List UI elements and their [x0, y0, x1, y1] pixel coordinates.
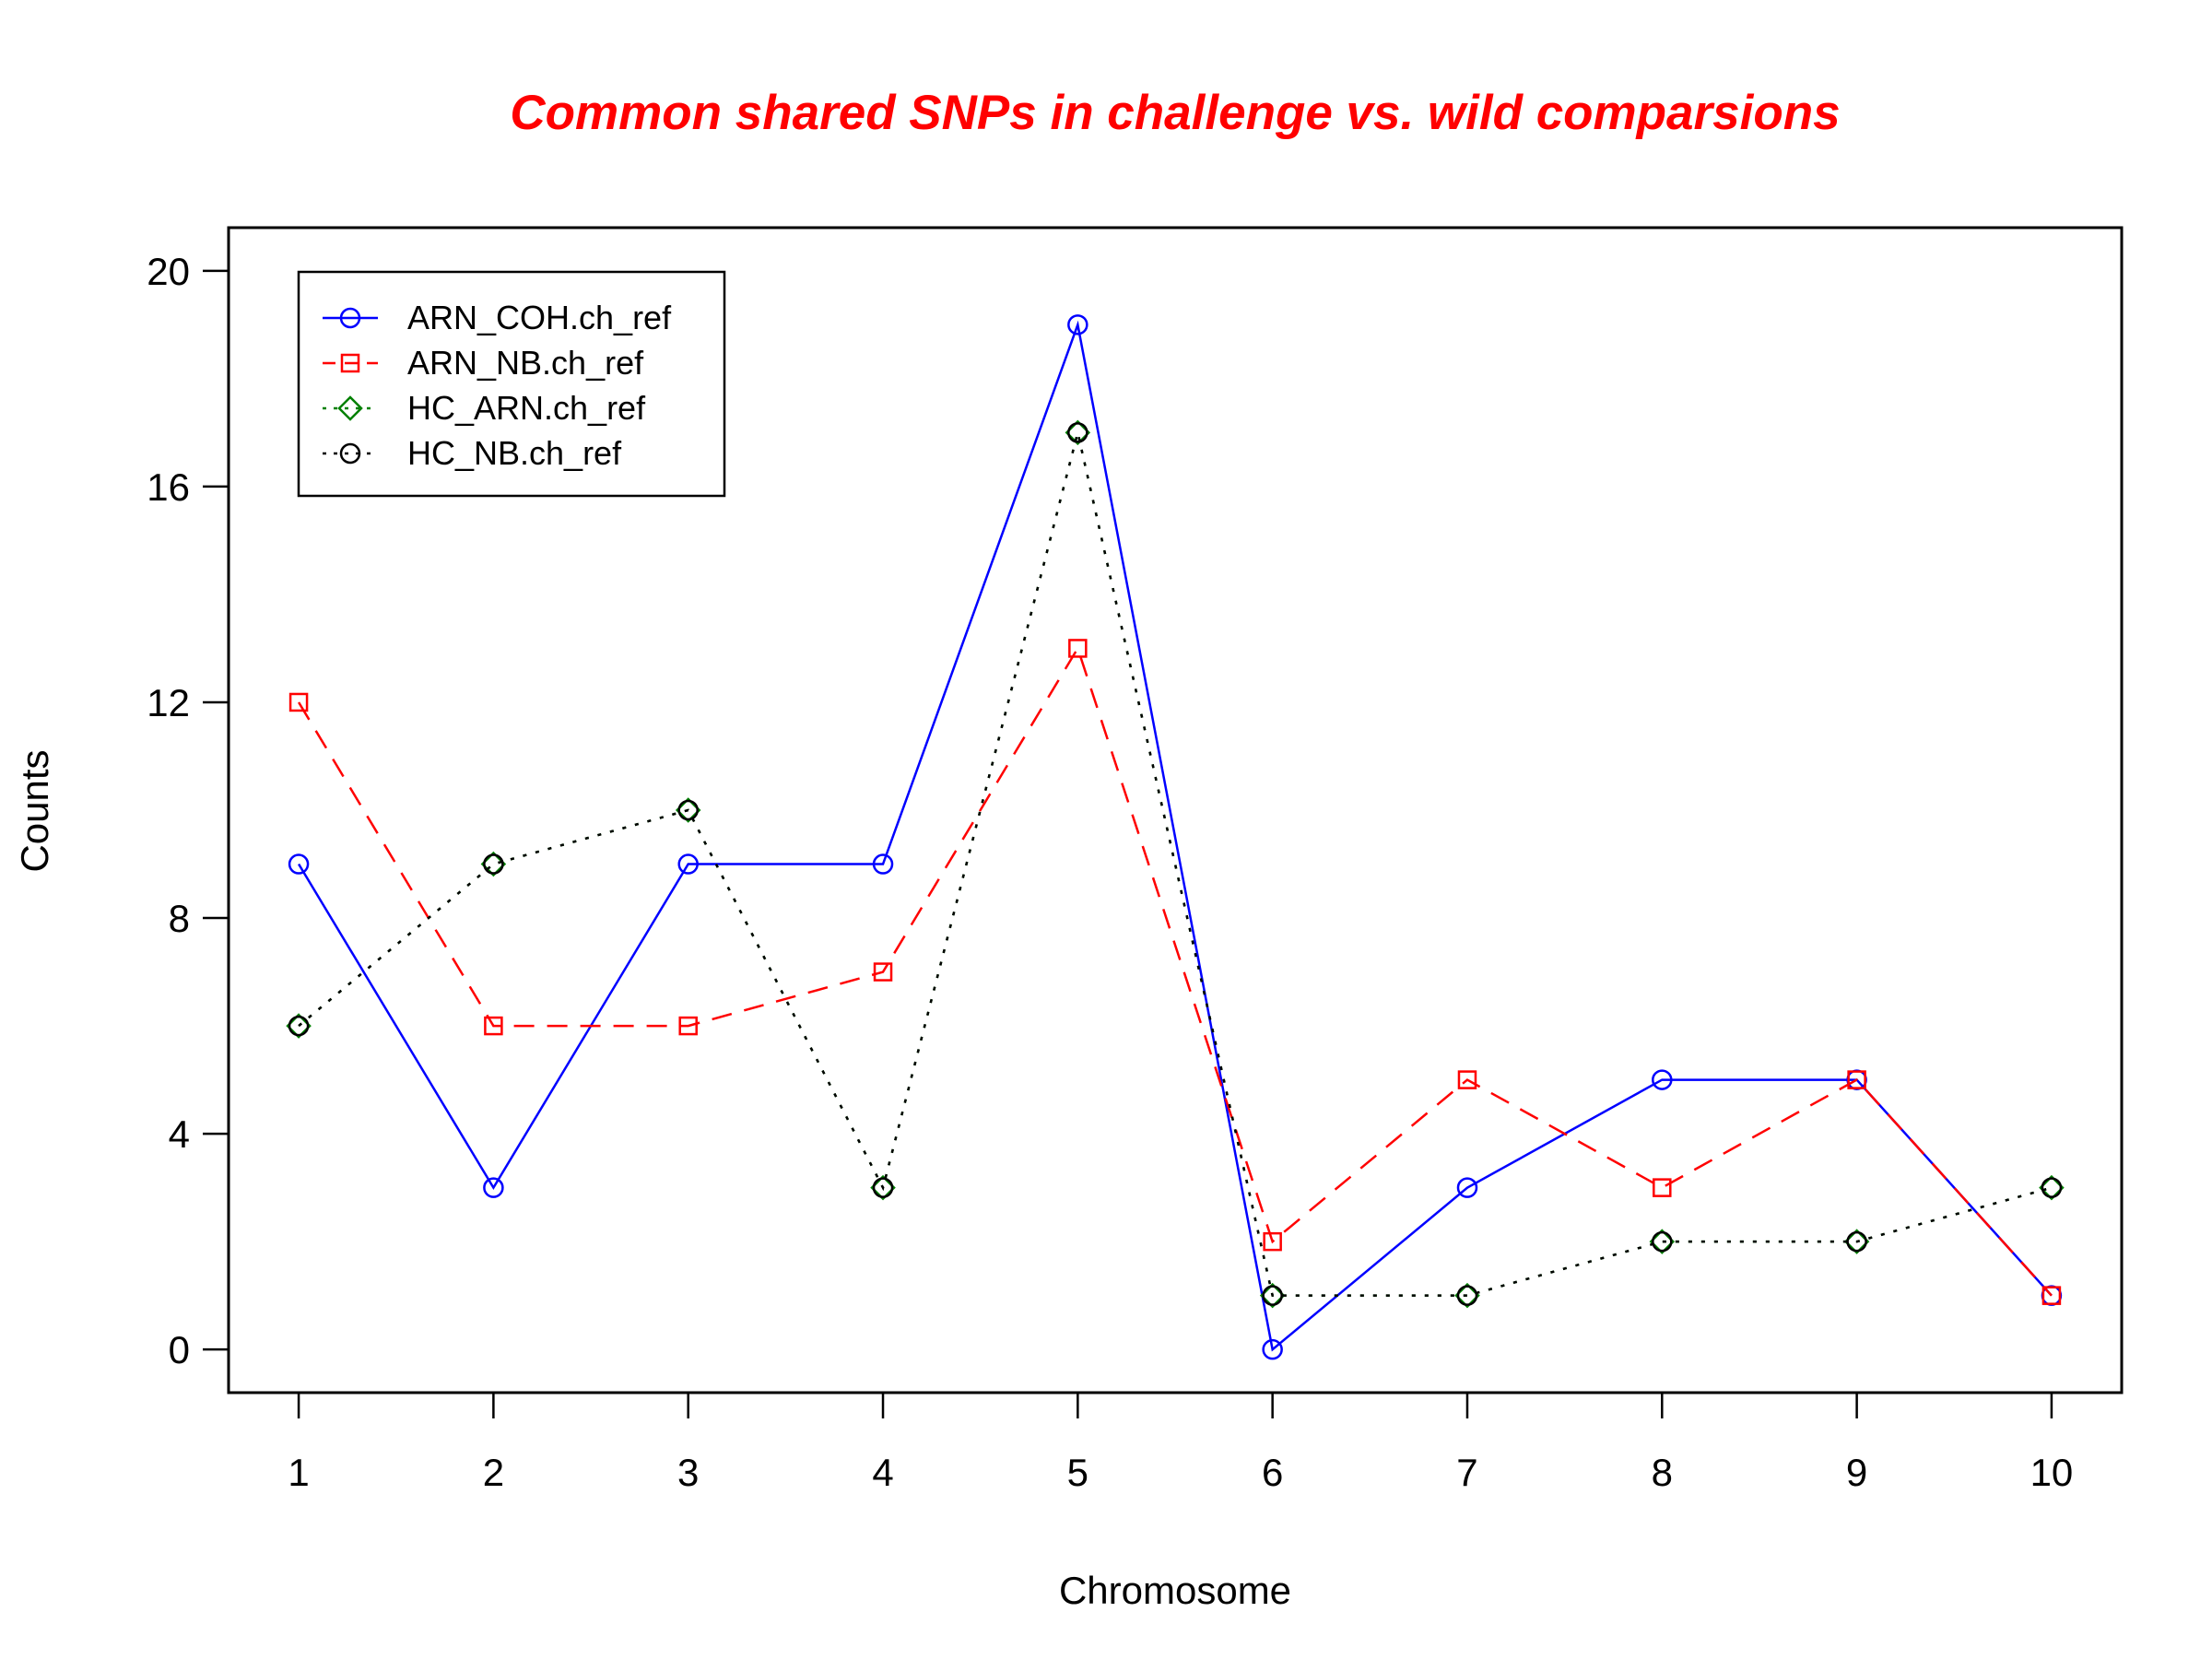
- x-tick-label: 8: [1652, 1451, 1673, 1494]
- data-point: [1846, 1230, 1867, 1253]
- y-tick-label: 20: [147, 250, 190, 293]
- data-point: [1457, 1070, 1477, 1089]
- x-tick-label: 4: [872, 1451, 893, 1494]
- data-point: [1652, 1230, 1673, 1253]
- y-axis-label: Counts: [13, 749, 56, 872]
- data-point: [483, 853, 504, 875]
- data-point: [677, 799, 699, 821]
- y-tick-label: 0: [169, 1328, 190, 1371]
- legend-marker: [337, 395, 363, 421]
- data-point: [1065, 419, 1091, 446]
- legend-marker: [339, 307, 361, 329]
- x-tick-label: 6: [1262, 1451, 1283, 1494]
- legend-marker: [339, 442, 361, 465]
- data-point: [2039, 1174, 2065, 1201]
- x-tick-label: 10: [2030, 1451, 2074, 1494]
- data-point: [677, 853, 699, 875]
- x-tick-label: 2: [483, 1451, 504, 1494]
- data-point: [1262, 1285, 1283, 1306]
- data-point: [1068, 639, 1088, 658]
- x-tick-label: 1: [288, 1451, 309, 1494]
- series-line: [298, 432, 2053, 1297]
- data-point: [288, 692, 309, 712]
- x-axis-label: Chromosome: [1059, 1569, 1291, 1612]
- data-point: [1263, 1231, 1282, 1252]
- legend-label: ARN_NB.ch_ref: [407, 344, 644, 382]
- y-tick-label: 16: [147, 465, 190, 509]
- series-HC_ARN.ch_ref: [286, 419, 2065, 1309]
- data-point: [1456, 1177, 1478, 1198]
- data-point: [1454, 1282, 1480, 1309]
- legend-label: HC_NB.ch_ref: [407, 434, 622, 472]
- data-point: [484, 1016, 503, 1036]
- data-point: [1067, 422, 1088, 443]
- legend-label: ARN_COH.ch_ref: [407, 299, 672, 336]
- series-line: [298, 432, 2053, 1297]
- x-tick-label: 7: [1456, 1451, 1477, 1494]
- data-point: [483, 1177, 504, 1198]
- x-tick-label: 9: [1846, 1451, 1867, 1494]
- data-point: [2041, 1286, 2062, 1305]
- data-point: [873, 962, 893, 982]
- y-tick-label: 4: [169, 1112, 190, 1156]
- series-ARN_NB.ch_ref: [288, 639, 2062, 1305]
- series-layer: [286, 314, 2065, 1360]
- data-point: [288, 853, 310, 875]
- y-axis: 0 4 8 12 16 20: [147, 250, 230, 1371]
- x-axis: 1 2 3 4 5 6 7 8 9 10: [288, 1391, 2074, 1494]
- legend: ARN_COH.ch_ref ARN_NB.ch_ref HC_ARN.ch_ref…: [297, 270, 726, 498]
- data-point: [872, 853, 894, 875]
- data-point: [678, 1016, 698, 1036]
- data-point: [1067, 314, 1088, 335]
- data-point: [1652, 1069, 1673, 1090]
- data-point: [480, 851, 507, 877]
- legend-marker: [340, 353, 360, 373]
- data-point: [1653, 1178, 1672, 1197]
- series-HC_NB.ch_ref: [288, 422, 2063, 1306]
- data-point: [1262, 1338, 1283, 1360]
- data-point: [1649, 1229, 1676, 1254]
- data-point: [2041, 1177, 2063, 1198]
- x-tick-label: 3: [677, 1451, 699, 1494]
- series-line: [298, 645, 2053, 1297]
- y-tick-label: 8: [169, 897, 190, 940]
- legend-box: [297, 270, 726, 498]
- data-point: [1456, 1285, 1478, 1306]
- data-point: [1847, 1070, 1866, 1089]
- data-point: [288, 1015, 310, 1037]
- chart-title: Common shared SNPs in challenge vs. wild…: [510, 86, 1840, 140]
- data-point: [872, 1177, 894, 1198]
- x-tick-label: 5: [1067, 1451, 1088, 1494]
- y-tick-label: 12: [147, 681, 190, 724]
- legend-label: HC_ARN.ch_ref: [407, 389, 646, 427]
